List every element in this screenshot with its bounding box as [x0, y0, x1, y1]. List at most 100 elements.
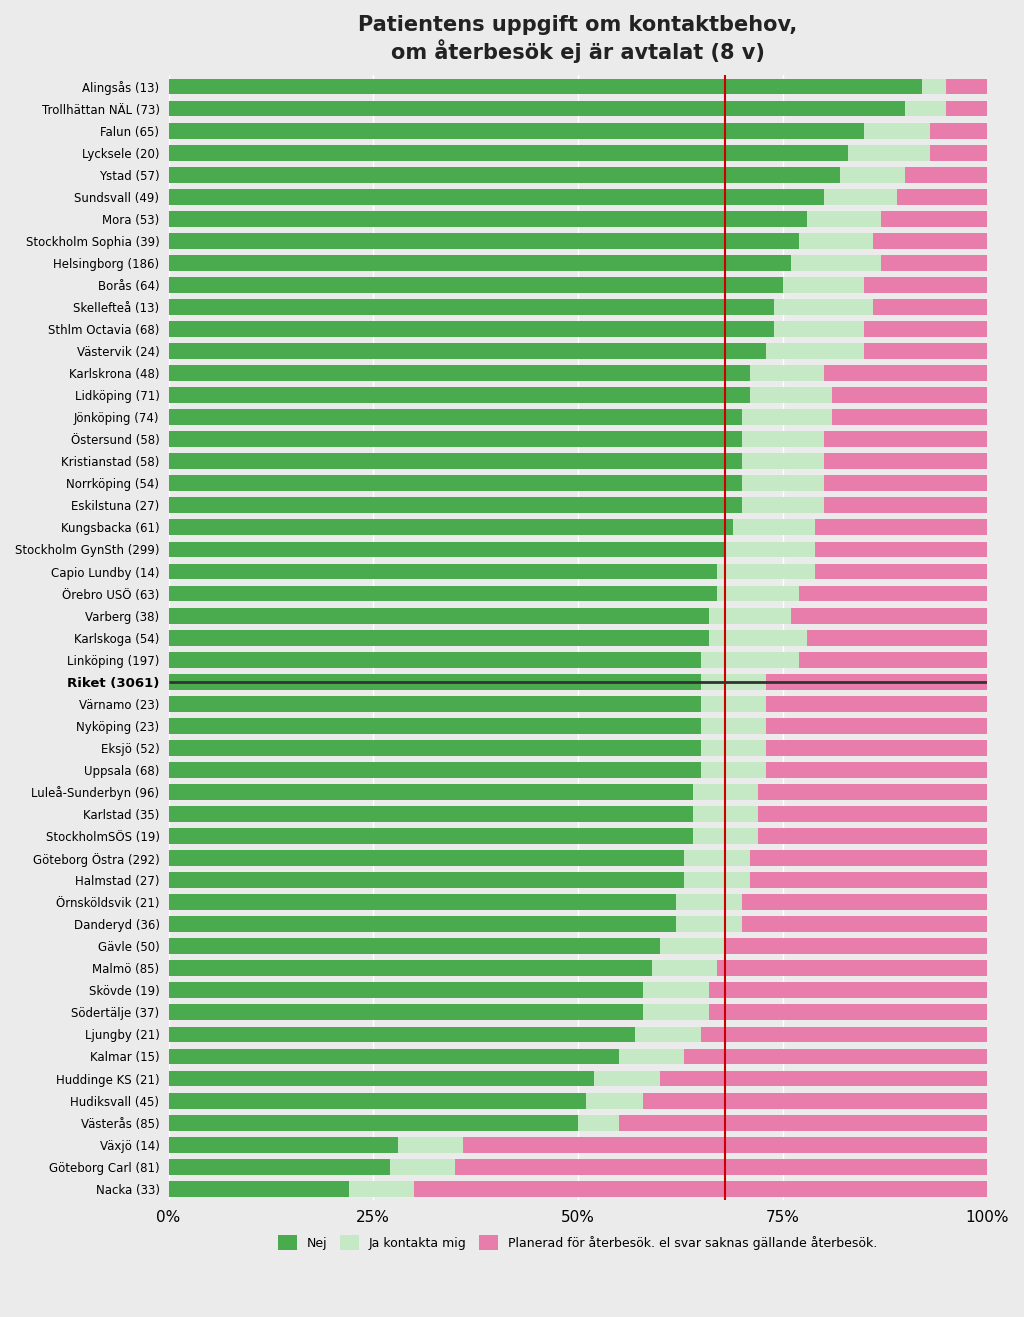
- Bar: [872, 299, 987, 315]
- Bar: [741, 431, 823, 448]
- Bar: [791, 255, 881, 271]
- Bar: [700, 695, 766, 711]
- Bar: [807, 630, 987, 645]
- Bar: [169, 519, 733, 535]
- Bar: [169, 387, 750, 403]
- Bar: [169, 872, 684, 888]
- Bar: [169, 344, 766, 360]
- Bar: [169, 122, 864, 138]
- Bar: [750, 365, 823, 381]
- Bar: [169, 1181, 348, 1197]
- Bar: [717, 960, 987, 976]
- Bar: [815, 541, 987, 557]
- Bar: [881, 255, 987, 271]
- Bar: [169, 1093, 586, 1109]
- Bar: [169, 277, 782, 292]
- Bar: [169, 498, 741, 514]
- Bar: [169, 740, 700, 756]
- Bar: [823, 431, 987, 448]
- Bar: [700, 718, 766, 734]
- Bar: [659, 1071, 987, 1087]
- Bar: [717, 586, 799, 602]
- Bar: [766, 695, 987, 711]
- Bar: [169, 586, 717, 602]
- Bar: [741, 894, 987, 910]
- Bar: [709, 630, 807, 645]
- Bar: [831, 410, 987, 425]
- Bar: [766, 740, 987, 756]
- Bar: [169, 982, 643, 998]
- Bar: [864, 321, 987, 337]
- Bar: [946, 79, 987, 95]
- Bar: [397, 1137, 463, 1152]
- Bar: [348, 1181, 414, 1197]
- Bar: [643, 1093, 987, 1109]
- Bar: [169, 541, 725, 557]
- Bar: [750, 387, 831, 403]
- Bar: [618, 1048, 684, 1064]
- Bar: [823, 475, 987, 491]
- Bar: [169, 1114, 578, 1130]
- Bar: [782, 277, 864, 292]
- Bar: [700, 674, 766, 690]
- Bar: [807, 211, 881, 227]
- Bar: [692, 784, 758, 799]
- Bar: [774, 321, 864, 337]
- Bar: [905, 100, 946, 116]
- Bar: [823, 453, 987, 469]
- Bar: [169, 167, 840, 183]
- Bar: [864, 277, 987, 292]
- Bar: [169, 674, 700, 690]
- Bar: [823, 188, 897, 204]
- Bar: [700, 740, 766, 756]
- Bar: [733, 519, 815, 535]
- Bar: [922, 79, 946, 95]
- Bar: [578, 1114, 618, 1130]
- Bar: [389, 1159, 455, 1175]
- Bar: [169, 695, 700, 711]
- Title: Patientens uppgift om kontaktbehov,
om återbesök ej är avtalat (8 v): Patientens uppgift om kontaktbehov, om å…: [358, 14, 798, 63]
- Bar: [169, 255, 791, 271]
- Legend: Nej, Ja kontakta mig, Planerad för återbesök. el svar saknas gällande återbesök.: Nej, Ja kontakta mig, Planerad för återb…: [273, 1230, 883, 1255]
- Bar: [725, 541, 815, 557]
- Bar: [169, 784, 692, 799]
- Bar: [758, 806, 987, 822]
- Bar: [905, 167, 987, 183]
- Bar: [169, 894, 676, 910]
- Bar: [791, 607, 987, 623]
- Bar: [766, 763, 987, 778]
- Bar: [709, 982, 987, 998]
- Bar: [741, 917, 987, 932]
- Bar: [766, 674, 987, 690]
- Bar: [169, 321, 774, 337]
- Bar: [741, 475, 823, 491]
- Bar: [643, 1005, 709, 1021]
- Bar: [684, 1048, 987, 1064]
- Bar: [643, 982, 709, 998]
- Bar: [169, 828, 692, 844]
- Bar: [930, 145, 987, 161]
- Bar: [169, 718, 700, 734]
- Bar: [700, 1026, 987, 1042]
- Bar: [774, 299, 872, 315]
- Bar: [709, 607, 791, 623]
- Bar: [848, 145, 930, 161]
- Bar: [676, 917, 741, 932]
- Bar: [831, 387, 987, 403]
- Bar: [700, 763, 766, 778]
- Bar: [741, 498, 823, 514]
- Bar: [169, 365, 750, 381]
- Bar: [700, 652, 799, 668]
- Bar: [169, 453, 741, 469]
- Bar: [799, 586, 987, 602]
- Bar: [725, 938, 987, 955]
- Bar: [717, 564, 815, 579]
- Bar: [169, 917, 676, 932]
- Bar: [169, 763, 700, 778]
- Bar: [758, 828, 987, 844]
- Bar: [169, 188, 823, 204]
- Bar: [840, 167, 905, 183]
- Bar: [455, 1159, 987, 1175]
- Bar: [823, 498, 987, 514]
- Bar: [594, 1071, 659, 1087]
